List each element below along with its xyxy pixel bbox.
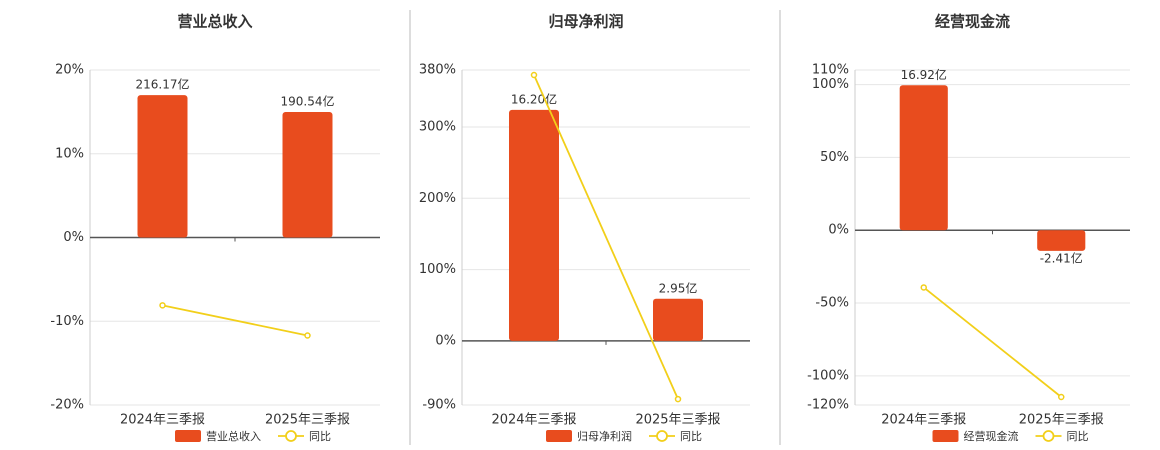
legend-marker (285, 430, 297, 442)
line-point (304, 332, 311, 339)
bar (509, 109, 559, 341)
y-tick-label: 200% (419, 191, 456, 206)
line-point (1058, 393, 1065, 401)
x-tick-label: 2024年三季报 (491, 413, 576, 428)
value-label: 216.17亿 (136, 77, 190, 92)
x-tick-label: 2025年三季报 (265, 413, 350, 428)
y-tick-label: 0% (435, 333, 456, 348)
legend-label: 同比 (1067, 430, 1089, 443)
x-tick-label: 2025年三季报 (1019, 413, 1104, 428)
y-tick-label: 0% (828, 223, 849, 238)
legend-swatch (932, 430, 959, 442)
y-tick-label: 100% (419, 262, 456, 277)
y-tick-label: -10% (50, 314, 84, 329)
chart-title: 归母净利润 (548, 13, 623, 31)
value-label: 2.95亿 (659, 280, 698, 295)
y-tick-label: 50% (820, 150, 849, 165)
x-tick-label: 2025年三季报 (635, 413, 720, 428)
legend-marker (1042, 430, 1055, 442)
value-label: 16.92亿 (901, 67, 947, 82)
line-point (530, 71, 538, 79)
line-point (920, 284, 927, 291)
x-tick-label: 2024年三季报 (120, 413, 205, 428)
bar (1037, 230, 1086, 251)
y-tick-label: 300% (419, 120, 456, 135)
y-tick-label: -50% (815, 296, 849, 311)
bar (653, 298, 703, 341)
value-label: 190.54亿 (281, 94, 335, 109)
line (533, 74, 679, 400)
value-label: -2.41亿 (1040, 250, 1083, 265)
chart-title: 经营现金流 (935, 13, 1010, 31)
y-tick-label: -100% (807, 368, 849, 383)
x-tick-label: 2024年三季报 (881, 413, 966, 428)
y-tick-label: -120% (807, 398, 849, 413)
y-tick-label: -20% (50, 398, 84, 413)
line (923, 286, 1062, 398)
legend-swatch (546, 430, 572, 442)
legend-label: 营业总收入 (206, 429, 261, 443)
value-label: 16.20亿 (511, 91, 557, 106)
chart-title: 营业总收入 (177, 13, 252, 31)
line-point (674, 395, 682, 403)
line-point (159, 302, 166, 309)
line (162, 304, 308, 337)
y-tick-label: 100% (812, 77, 849, 92)
y-tick-label: 0% (63, 230, 84, 245)
bar (137, 95, 188, 238)
legend-label: 同比 (309, 430, 331, 443)
legend-label: 经营现金流 (964, 429, 1019, 443)
y-tick-label: 20% (55, 63, 84, 78)
legend-marker (656, 430, 668, 442)
legend-label: 同比 (680, 430, 702, 443)
bar (899, 85, 948, 231)
legend-label: 归母净利润 (577, 429, 632, 443)
legend-swatch (175, 430, 201, 442)
bar (282, 112, 333, 238)
y-tick-label: 10% (55, 146, 84, 161)
y-tick-label: -90% (422, 398, 456, 413)
y-tick-label: 380% (419, 63, 456, 78)
y-tick-label: 110% (812, 63, 849, 78)
